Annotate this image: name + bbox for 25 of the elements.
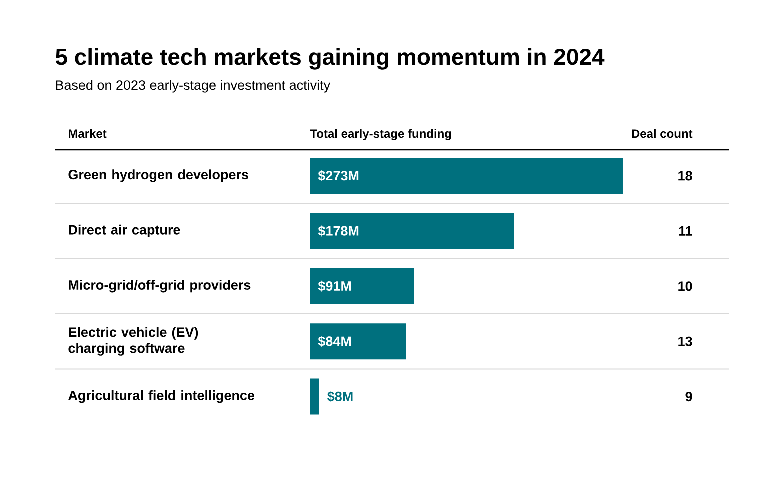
data-label: $91M <box>318 280 352 292</box>
y-tick-label: Direct air capture <box>69 224 180 238</box>
chart-title: 5 climate tech markets gaining momentum in 2024 <box>56 48 605 70</box>
data-label: 18 <box>678 171 692 181</box>
y-tick-label: Agricultural field intelligence <box>68 390 255 404</box>
data-label: $84M <box>318 336 352 348</box>
data-label: 13 <box>678 336 692 346</box>
y-axis-title: Market <box>69 129 107 138</box>
bar <box>310 213 514 250</box>
data-label: $273M <box>318 170 359 182</box>
bar <box>310 324 406 360</box>
text: Deal count <box>632 129 693 138</box>
x-axis-title: Total early-stage funding <box>310 129 452 141</box>
y-tick-label: Electric vehicle (EV) charging software <box>68 327 198 356</box>
data-label: 10 <box>678 282 692 292</box>
bar <box>310 158 623 194</box>
data-label: 11 <box>679 226 692 236</box>
bar <box>310 268 414 304</box>
data-label: $178M <box>318 226 359 237</box>
y-tick-label: Green hydrogen developers <box>68 170 248 182</box>
data-label: $8M <box>328 391 353 402</box>
data-label: 9 <box>686 392 692 402</box>
text: Based on 2023 early-stage investment activity <box>56 80 331 93</box>
bar <box>310 378 320 415</box>
y-tick-label: Micro-grid/off-grid providers <box>69 280 251 293</box>
